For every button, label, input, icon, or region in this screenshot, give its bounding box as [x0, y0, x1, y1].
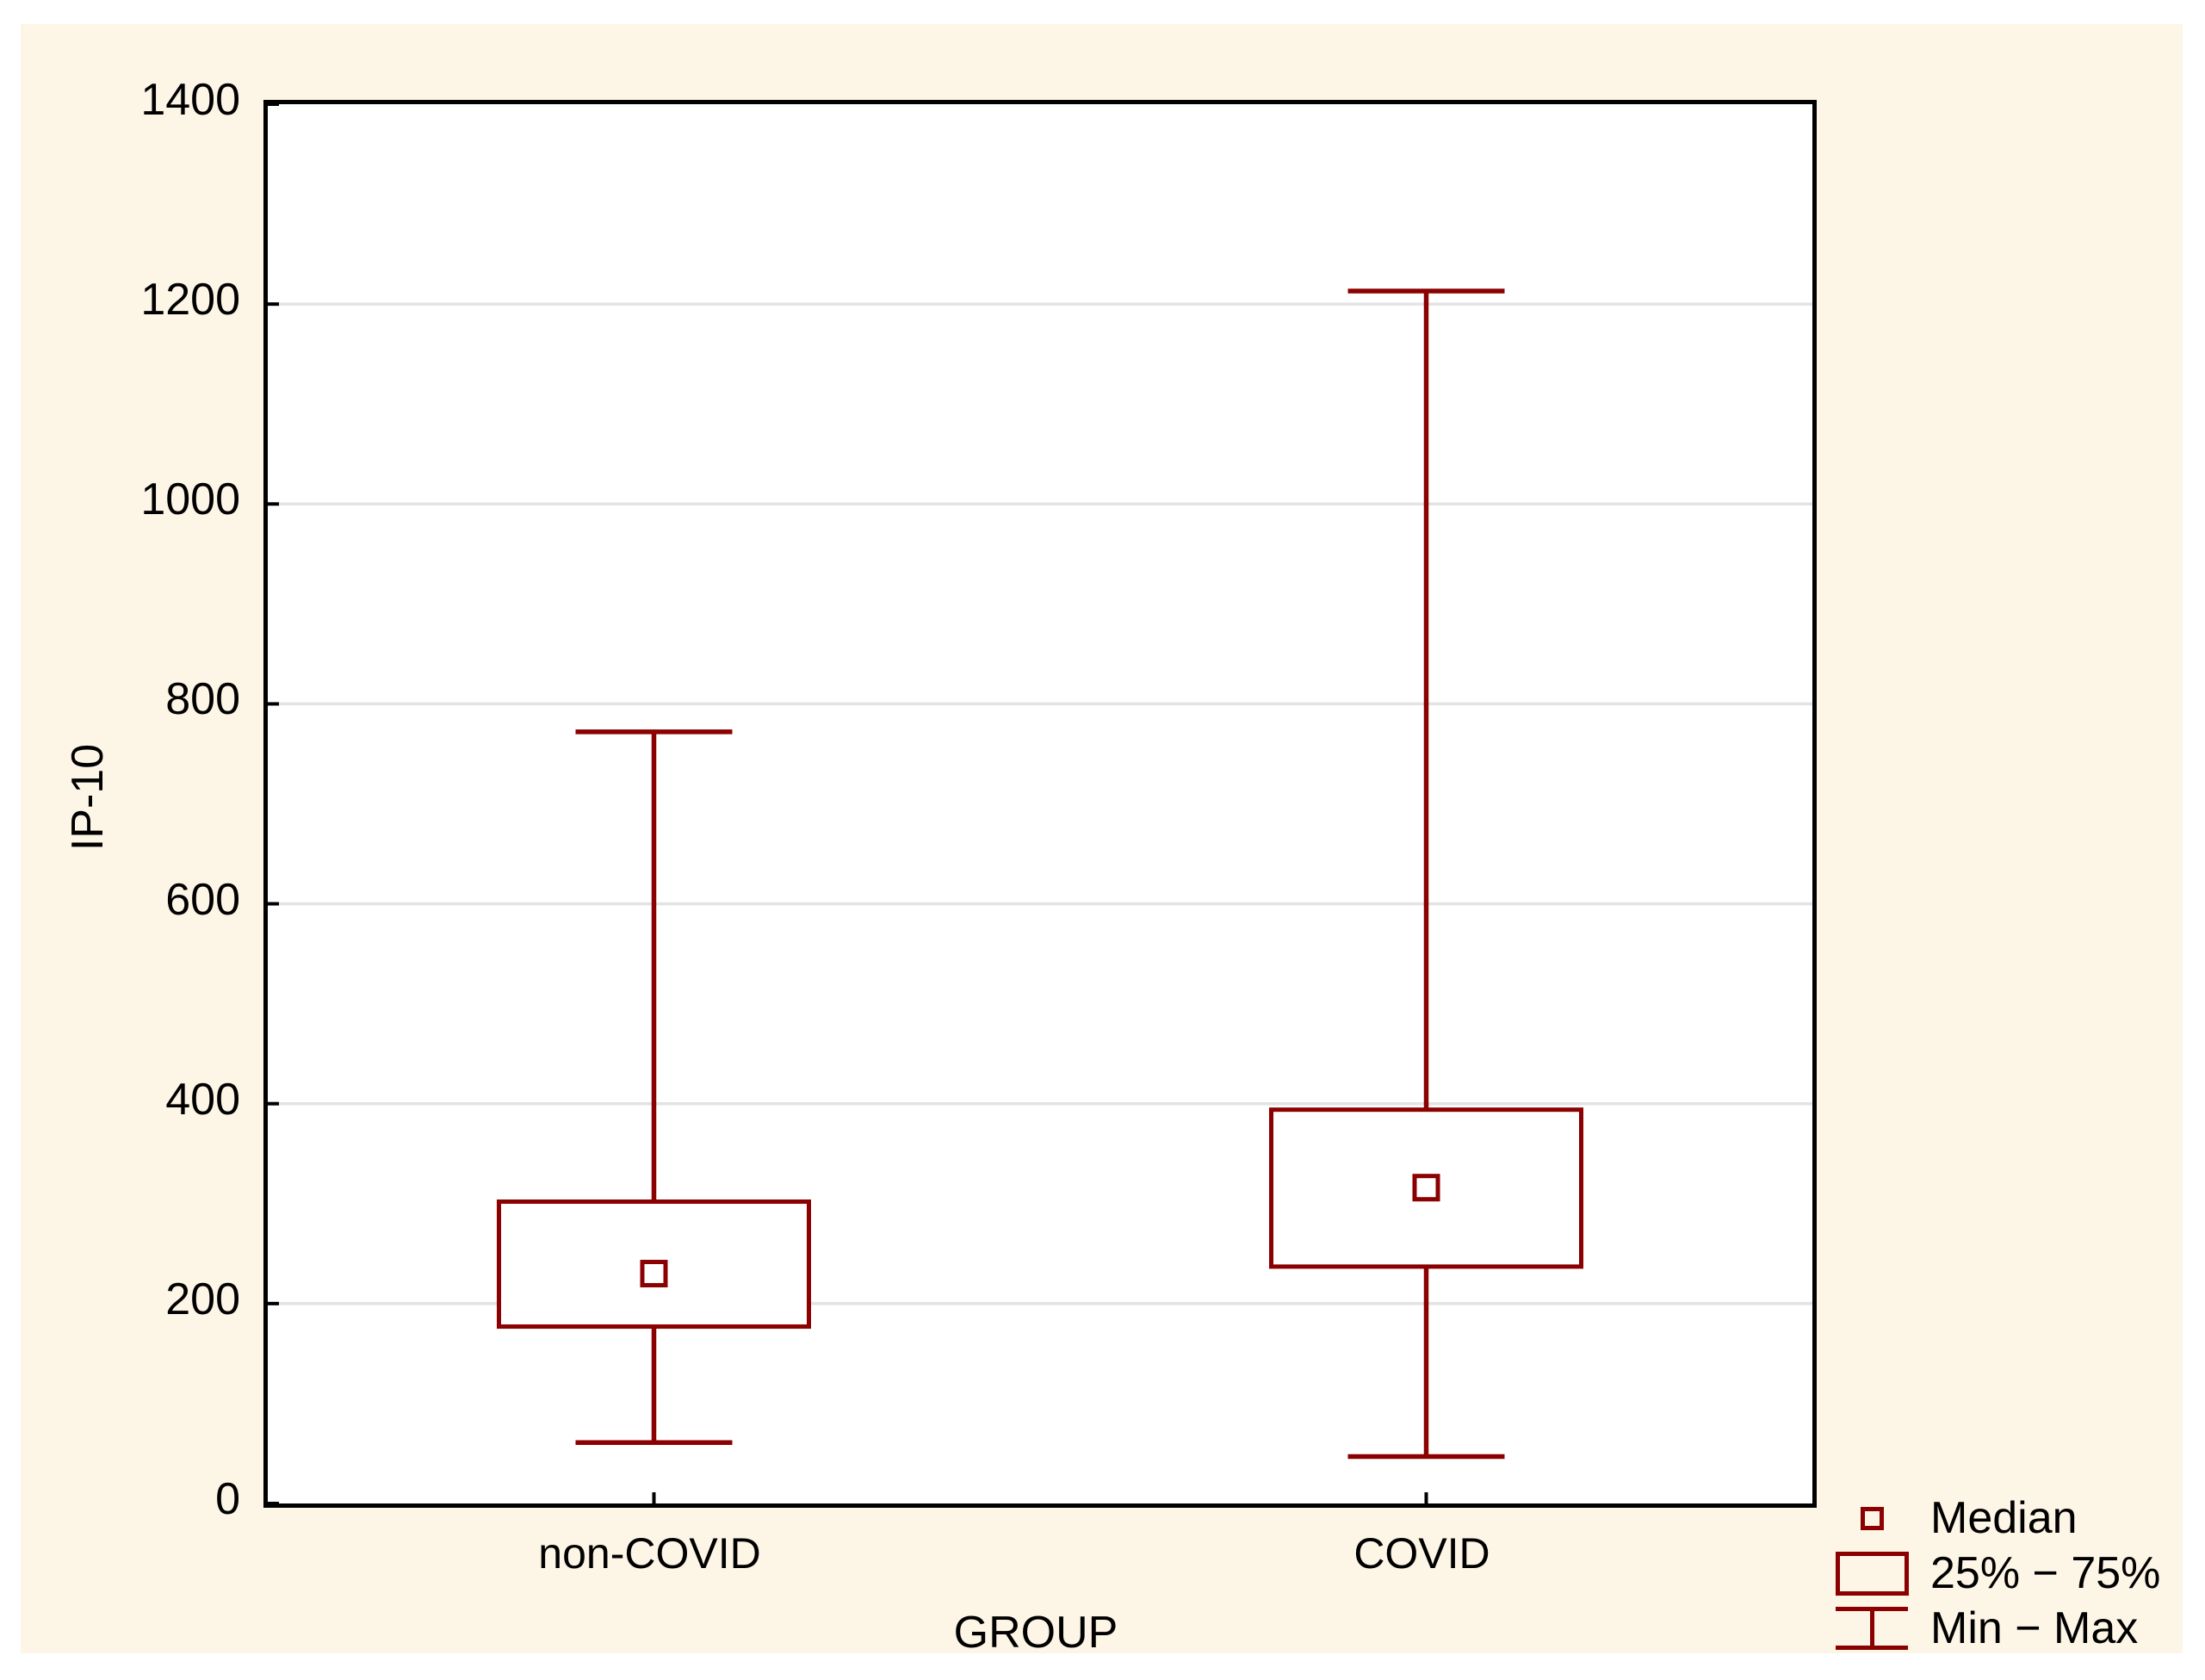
boxplot: [268, 104, 1812, 1503]
minmax-whisker-icon: [1836, 1607, 1908, 1650]
median-square-icon: [1860, 1506, 1884, 1530]
legend-row-quartiles: 25% − 75%: [1825, 1546, 2205, 1601]
median-marker-non-covid: [640, 1260, 668, 1288]
legend: Median 25% − 75% Min − Max: [1825, 1491, 2205, 1656]
y-axis-title: IP-10: [63, 743, 113, 852]
legend-row-minmax: Min − Max: [1825, 1601, 2205, 1656]
y-tick-label-200: 200: [165, 1274, 240, 1324]
legend-label-minmax: Min − Max: [1930, 1603, 2139, 1653]
y-tick-label-600: 600: [165, 874, 240, 925]
y-tick-label-1200: 1200: [140, 275, 240, 325]
median-marker-covid: [1412, 1174, 1440, 1202]
x-category-label-covid: COVID: [1353, 1529, 1490, 1578]
x-category-label-non-covid: non-COVID: [538, 1529, 761, 1578]
x-axis-title: GROUP: [953, 1608, 1118, 1658]
y-tick-label-800: 800: [165, 674, 240, 725]
y-tick-label-1000: 1000: [140, 474, 240, 525]
plot-area: [263, 100, 1817, 1508]
chart-canvas: 0 200 400 600 800 1000 1200 1400 non-COVID COVID…: [21, 24, 2183, 1658]
legend-label-median: Median: [1930, 1493, 2078, 1543]
legend-label-quartiles: 25% − 75%: [1930, 1548, 2161, 1598]
y-tick-label-0: 0: [215, 1474, 240, 1524]
y-tick-label-400: 400: [165, 1074, 240, 1125]
quartile-box-icon: [1835, 1551, 1909, 1596]
iqr-box-covid: [1269, 1107, 1583, 1269]
y-tick-label-1400: 1400: [140, 75, 240, 125]
legend-row-median: Median: [1825, 1491, 2205, 1546]
